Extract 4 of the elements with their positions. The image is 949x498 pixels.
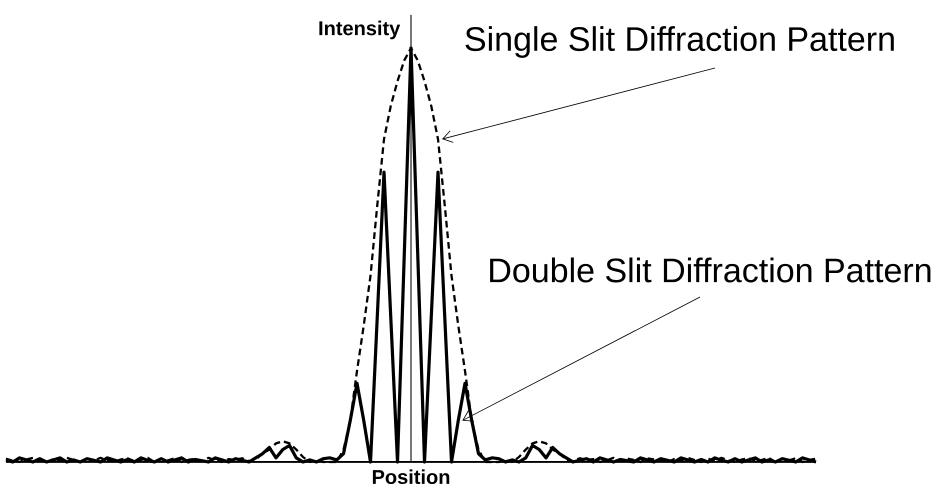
y-axis-title: Intensity: [319, 20, 400, 40]
series-label: Double Slit Diffraction Pattern: [490, 258, 930, 282]
x-axis-title: Position: [372, 469, 450, 484]
series-label: Single Slit Diffraction Pattern: [465, 26, 894, 58]
